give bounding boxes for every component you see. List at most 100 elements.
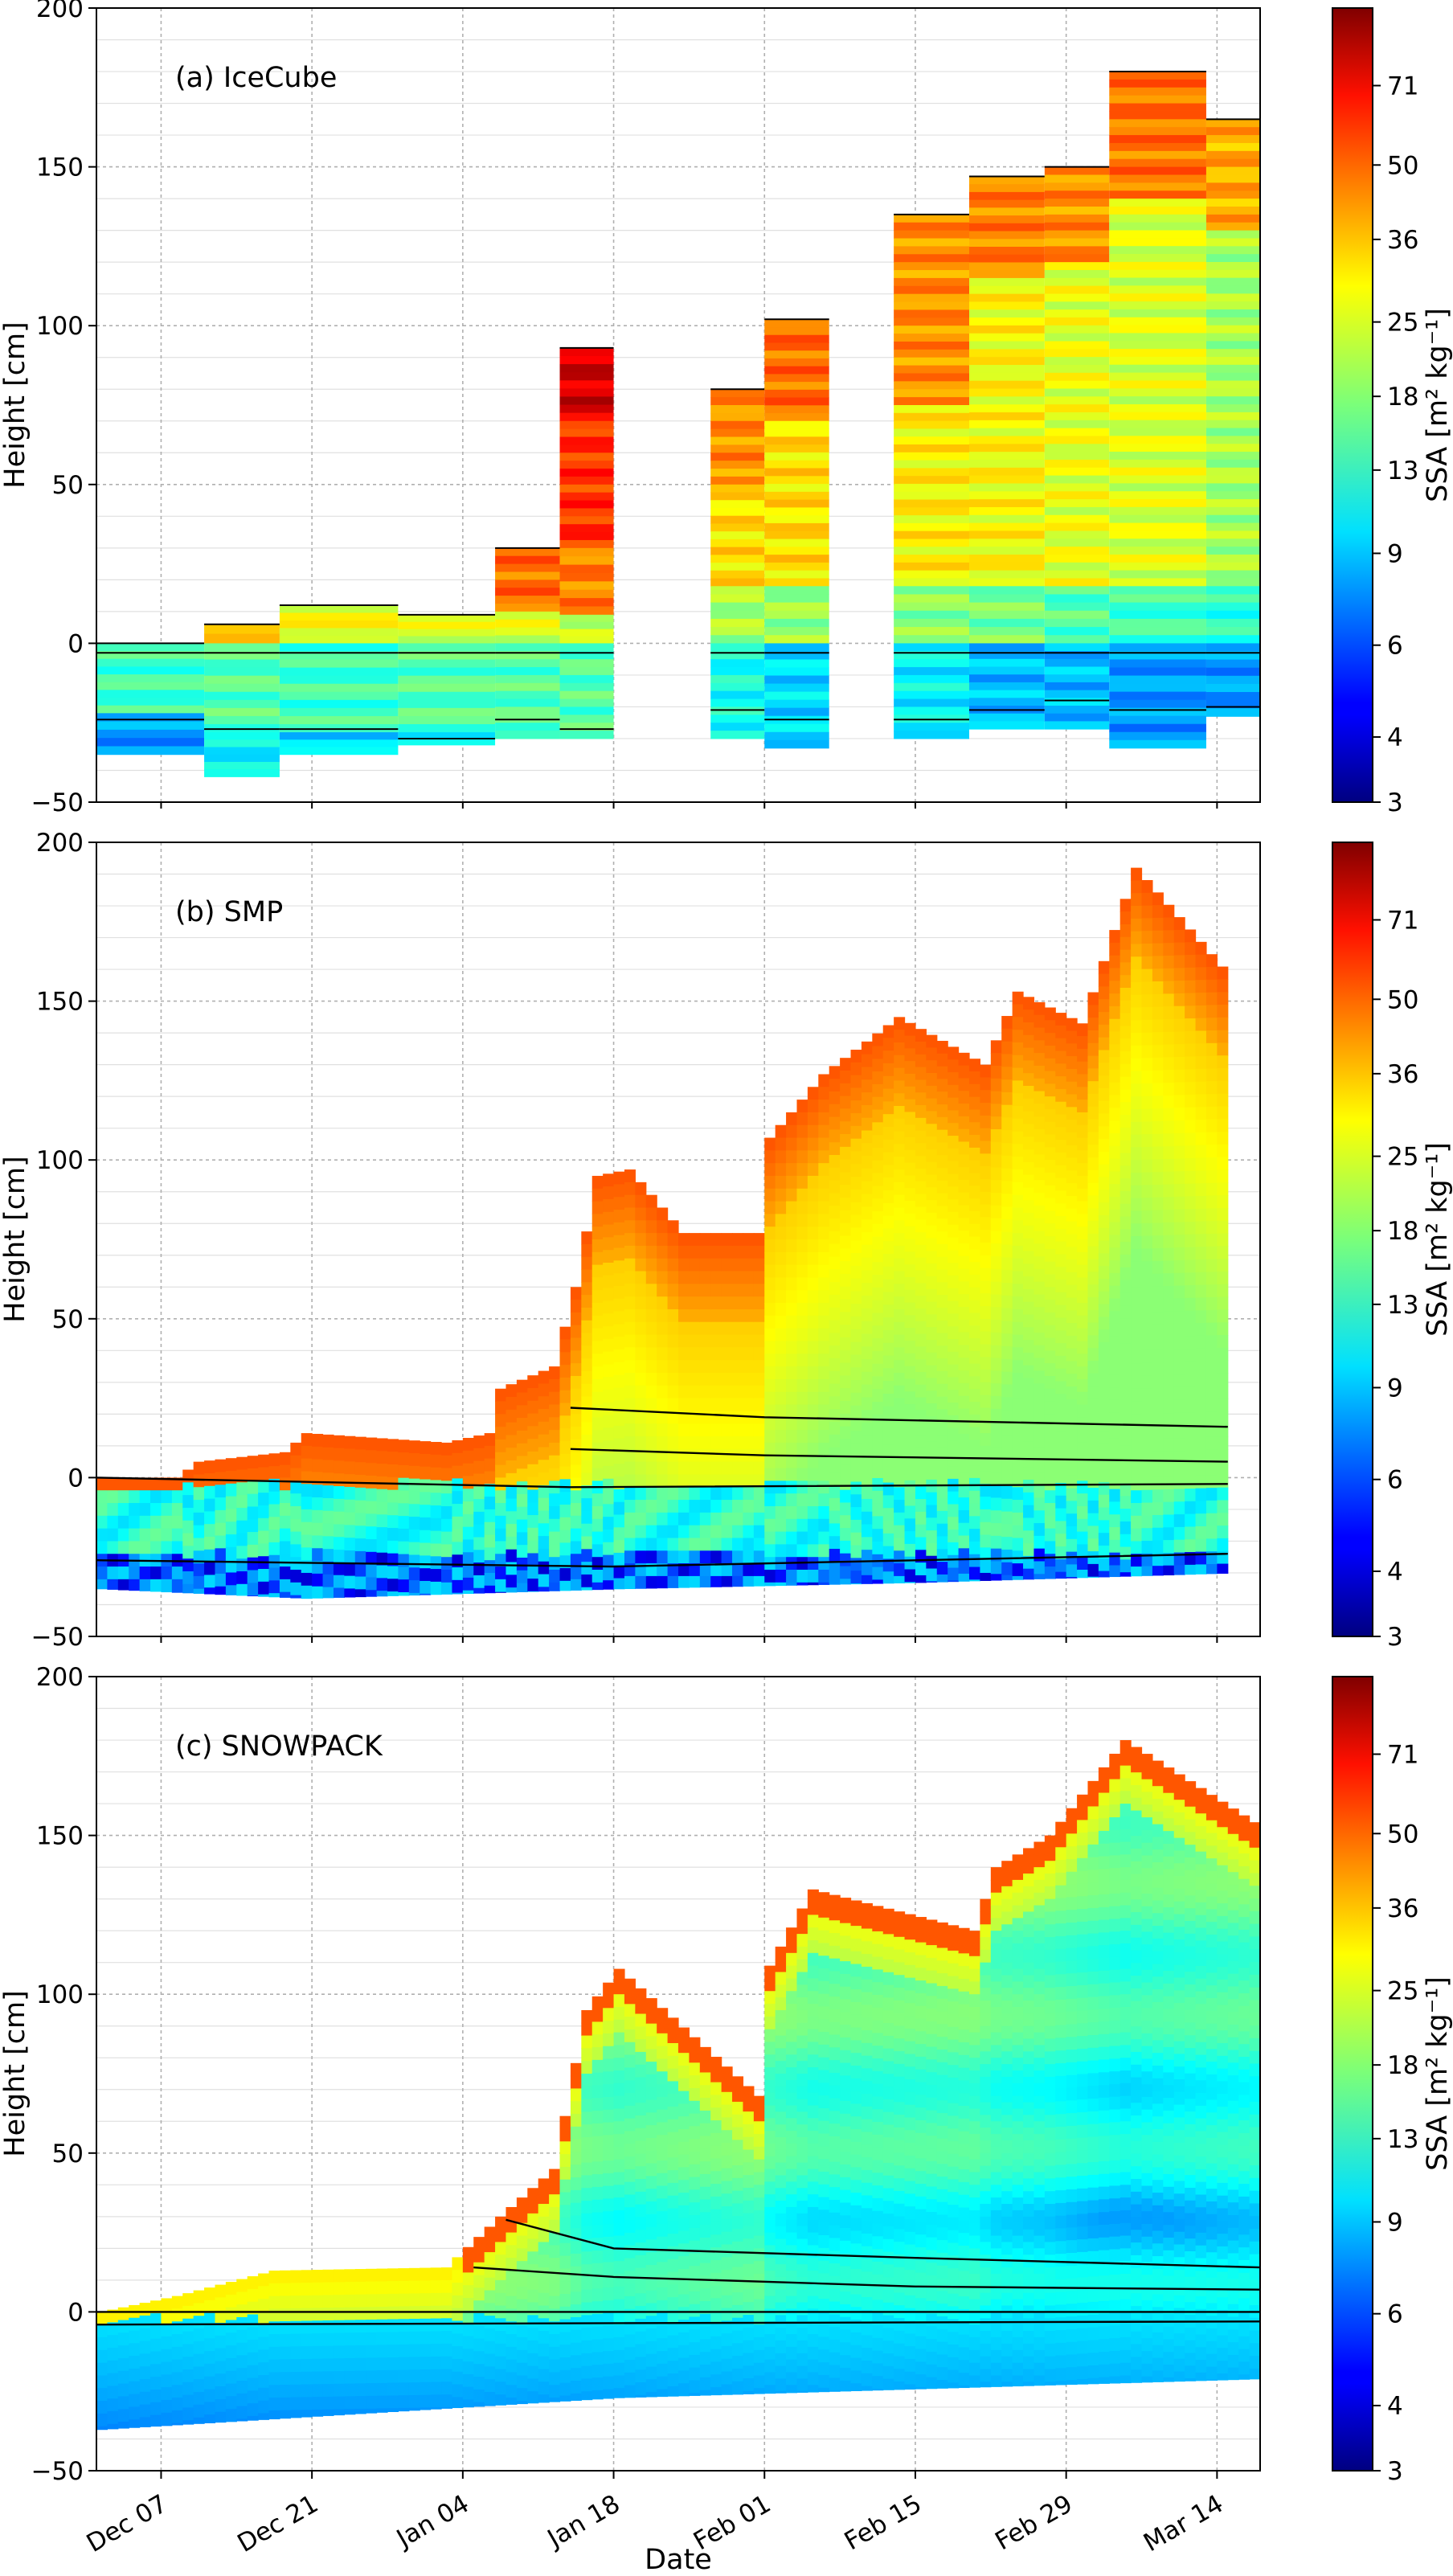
- profile-cell: [807, 1518, 819, 1533]
- profile-cell: [527, 1426, 539, 1440]
- profile-cell: [1173, 1120, 1185, 1134]
- snow-layer: [398, 707, 496, 717]
- profile-cell: [1195, 1462, 1207, 1476]
- profile-cell: [279, 1503, 291, 1517]
- profile-cell: [753, 1233, 765, 1247]
- profile-cell: [1195, 1526, 1207, 1540]
- profile-cell: [441, 2394, 453, 2408]
- profile-cell: [1055, 1216, 1067, 1230]
- profile-cell: [915, 1283, 927, 1296]
- profile-cell: [1131, 1388, 1143, 1403]
- profile-cell: [1119, 1546, 1132, 1560]
- profile-cell: [1098, 1329, 1110, 1343]
- profile-cell: [279, 1515, 291, 1530]
- snow-layer: [710, 484, 765, 493]
- profile-cell: [807, 1505, 819, 1520]
- profile-cell: [301, 1521, 313, 1536]
- profile-cell: [354, 1500, 366, 1514]
- profile-cell: [312, 2320, 324, 2334]
- profile-cell: [495, 1414, 507, 1427]
- profile-cell: [1098, 1380, 1110, 1394]
- profile-cell: [527, 1515, 539, 1529]
- profile-cell: [1173, 1235, 1185, 1248]
- profile-cell: [527, 1591, 539, 1592]
- profile-cell: [1205, 1005, 1218, 1018]
- profile-cell: [915, 1156, 927, 1169]
- profile-cell: [721, 1321, 733, 1336]
- profile-cell: [743, 2200, 755, 2214]
- profile-cell: [958, 1116, 970, 1130]
- profile-cell: [538, 1485, 550, 1499]
- profile-cell: [689, 1334, 701, 1348]
- profile-cell: [1152, 1312, 1164, 1325]
- profile-cell: [1001, 1041, 1013, 1055]
- profile-cell: [818, 1150, 830, 1164]
- profile-cell: [818, 1493, 830, 1507]
- profile-cell: [129, 2406, 141, 2420]
- profile-cell: [215, 1573, 227, 1587]
- profile-cell: [204, 1511, 216, 1525]
- profile-cell: [1217, 979, 1229, 993]
- profile-cell: [882, 1292, 894, 1305]
- snow-layer: [96, 690, 205, 698]
- profile-cell: [948, 1084, 960, 1099]
- profile-cell: [1001, 1473, 1013, 1487]
- profile-cell: [699, 1474, 711, 1488]
- profile-cell: [1055, 1190, 1067, 1204]
- profile-cell: [732, 1538, 744, 1551]
- snow-layer: [710, 698, 765, 707]
- profile-cell: [1152, 1235, 1164, 1249]
- snow-layer: [764, 499, 829, 508]
- profile-cell: [236, 2406, 248, 2420]
- profile-cell: [1077, 1315, 1089, 1329]
- profile-cell: [559, 2115, 571, 2130]
- horizon-line: [570, 1448, 1228, 1463]
- profile-cell: [807, 1328, 819, 1342]
- profile-cell: [1066, 1399, 1078, 1413]
- profile-cell: [1033, 1510, 1046, 1524]
- profile-cell: [732, 1448, 744, 1463]
- profile-cell: [333, 2396, 345, 2410]
- profile-cell: [171, 2398, 183, 2411]
- snow-layer: [1109, 506, 1206, 516]
- profile-cell: [1055, 1280, 1067, 1293]
- profile-cell: [376, 2332, 388, 2346]
- profile-cell: [312, 1586, 324, 1599]
- profile-cell: [484, 1471, 496, 1485]
- profile-cell: [1131, 1134, 1143, 1148]
- snow-layer: [1109, 317, 1206, 326]
- profile-cell: [1152, 1032, 1164, 1046]
- profile-cell: [1217, 1309, 1229, 1323]
- profile-cell: [678, 2141, 690, 2156]
- profile-cell: [1205, 1145, 1218, 1158]
- profile-cell: [721, 2295, 733, 2309]
- profile-cell: [1098, 986, 1110, 1000]
- profile-cell: [936, 1091, 948, 1105]
- profile-cell: [591, 2339, 604, 2353]
- profile-cell: [559, 2357, 571, 2371]
- profile-cell: [139, 1490, 151, 1504]
- profile-cell: [549, 2359, 561, 2373]
- profile-cell: [775, 1582, 787, 1587]
- profile-cell: [710, 1258, 722, 1272]
- profile-cell: [936, 1295, 948, 1308]
- profile-cell: [452, 1592, 464, 1595]
- profile-cell: [484, 2366, 496, 2380]
- snow-layer: [1109, 602, 1206, 612]
- profile-cell: [484, 2264, 496, 2279]
- snow-layer: [1205, 610, 1260, 620]
- profile-cell: [613, 2324, 625, 2338]
- profile-cell: [107, 1490, 119, 1504]
- profile-cell: [721, 2358, 733, 2373]
- profile-cell: [958, 1154, 970, 1168]
- profile-cell: [990, 1167, 1002, 1181]
- profile-cell: [894, 1448, 906, 1463]
- profile-cell: [894, 1398, 906, 1412]
- profile-cell: [678, 2230, 690, 2244]
- profile-cell: [333, 1460, 345, 1474]
- profile-cell: [1205, 1436, 1218, 1451]
- profile-cell: [1205, 979, 1218, 993]
- profile-cell: [581, 1422, 593, 1435]
- profile-cell: [301, 1585, 313, 1599]
- profile-cell: [1109, 1362, 1121, 1375]
